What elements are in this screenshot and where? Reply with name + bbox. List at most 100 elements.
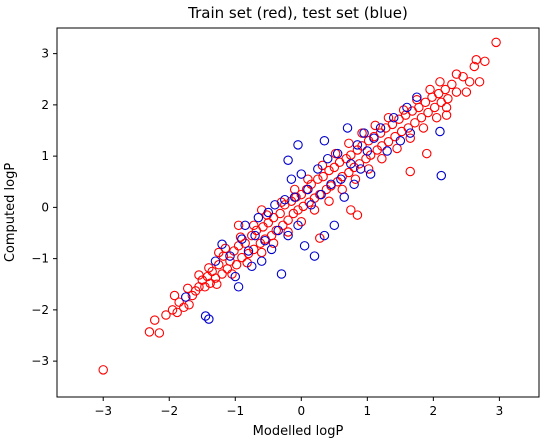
train-point bbox=[268, 238, 279, 249]
y-tick-label: 1 bbox=[41, 149, 49, 163]
test-point bbox=[322, 153, 333, 164]
test-point bbox=[388, 112, 399, 123]
train-point bbox=[431, 112, 442, 123]
train-point bbox=[217, 269, 227, 279]
test-point bbox=[240, 220, 250, 231]
train-point bbox=[464, 77, 475, 87]
train-point bbox=[416, 112, 427, 123]
x-tick-label: 3 bbox=[496, 404, 504, 418]
test-point bbox=[412, 92, 422, 102]
train-point bbox=[458, 71, 468, 82]
test-point bbox=[402, 102, 412, 113]
train-point bbox=[405, 133, 415, 143]
train-point bbox=[441, 102, 452, 113]
train-point bbox=[443, 93, 453, 104]
train-point bbox=[405, 166, 415, 177]
x-tick-label: −1 bbox=[226, 404, 244, 418]
train-point bbox=[98, 365, 108, 375]
train-point bbox=[154, 328, 165, 338]
axes-frame bbox=[56, 27, 540, 398]
train-point bbox=[309, 205, 320, 215]
train-point bbox=[318, 171, 328, 182]
train-point bbox=[491, 37, 501, 48]
train-point bbox=[256, 205, 267, 215]
test-point bbox=[276, 269, 287, 279]
test-point bbox=[359, 128, 369, 138]
train-point bbox=[377, 141, 387, 151]
x-tick-label: 2 bbox=[430, 404, 438, 418]
test-point bbox=[319, 136, 330, 146]
test-point bbox=[273, 225, 283, 236]
test-point bbox=[326, 179, 336, 190]
train-point bbox=[329, 162, 340, 173]
train-series bbox=[98, 37, 501, 375]
test-point bbox=[253, 212, 264, 223]
train-point bbox=[256, 247, 267, 258]
train-point bbox=[451, 87, 462, 97]
test-point bbox=[225, 251, 235, 261]
test-point bbox=[243, 246, 254, 256]
train-point bbox=[149, 315, 160, 325]
train-point bbox=[363, 164, 374, 174]
train-point bbox=[375, 128, 386, 138]
test-point bbox=[233, 282, 244, 292]
train-point bbox=[451, 69, 462, 79]
train-point bbox=[283, 227, 293, 237]
train-point bbox=[205, 278, 215, 288]
train-point bbox=[303, 174, 313, 184]
test-series bbox=[181, 92, 447, 324]
train-point bbox=[370, 120, 381, 131]
test-point bbox=[336, 174, 346, 184]
test-point bbox=[309, 251, 320, 261]
train-point bbox=[231, 260, 242, 270]
train-point bbox=[412, 95, 422, 105]
y-tick-label: 0 bbox=[41, 200, 49, 214]
train-point bbox=[392, 143, 402, 154]
train-point bbox=[313, 174, 323, 184]
train-point bbox=[233, 220, 244, 231]
train-point bbox=[214, 260, 224, 270]
x-axis-label: Modelled logP bbox=[253, 424, 344, 439]
train-point bbox=[394, 114, 404, 124]
train-point bbox=[357, 141, 367, 151]
train-point bbox=[337, 184, 347, 195]
train-point bbox=[306, 179, 316, 190]
x-tick-label: −3 bbox=[94, 404, 112, 418]
train-point bbox=[222, 264, 233, 274]
test-point bbox=[355, 164, 366, 174]
train-point bbox=[418, 123, 429, 133]
test-point bbox=[293, 220, 303, 231]
train-point bbox=[423, 107, 433, 118]
test-point bbox=[405, 128, 415, 138]
train-point bbox=[422, 148, 432, 159]
test-point bbox=[247, 261, 257, 272]
test-point bbox=[230, 271, 241, 282]
train-point bbox=[249, 220, 259, 231]
train-point bbox=[440, 84, 450, 95]
train-point bbox=[474, 77, 485, 87]
train-point bbox=[352, 210, 363, 220]
test-point bbox=[250, 230, 260, 241]
x-tick-label: 0 bbox=[297, 404, 305, 418]
train-point bbox=[461, 87, 472, 97]
train-point bbox=[383, 112, 394, 123]
train-point bbox=[383, 137, 394, 147]
train-point bbox=[344, 138, 354, 149]
test-point bbox=[319, 230, 330, 241]
test-point bbox=[306, 200, 316, 210]
train-point bbox=[420, 97, 431, 108]
test-point bbox=[382, 146, 392, 156]
train-point bbox=[403, 123, 414, 133]
test-point bbox=[303, 184, 313, 195]
test-point bbox=[204, 314, 214, 324]
test-point bbox=[329, 220, 340, 231]
test-point bbox=[286, 174, 297, 184]
test-point bbox=[346, 159, 356, 169]
test-point bbox=[316, 189, 326, 200]
test-point bbox=[375, 123, 386, 133]
x-tick-label: 1 bbox=[364, 404, 372, 418]
test-point bbox=[352, 140, 363, 150]
y-tick-label: 2 bbox=[41, 98, 49, 112]
y-axis-label: Computed logP bbox=[3, 163, 18, 262]
train-point bbox=[179, 302, 189, 313]
